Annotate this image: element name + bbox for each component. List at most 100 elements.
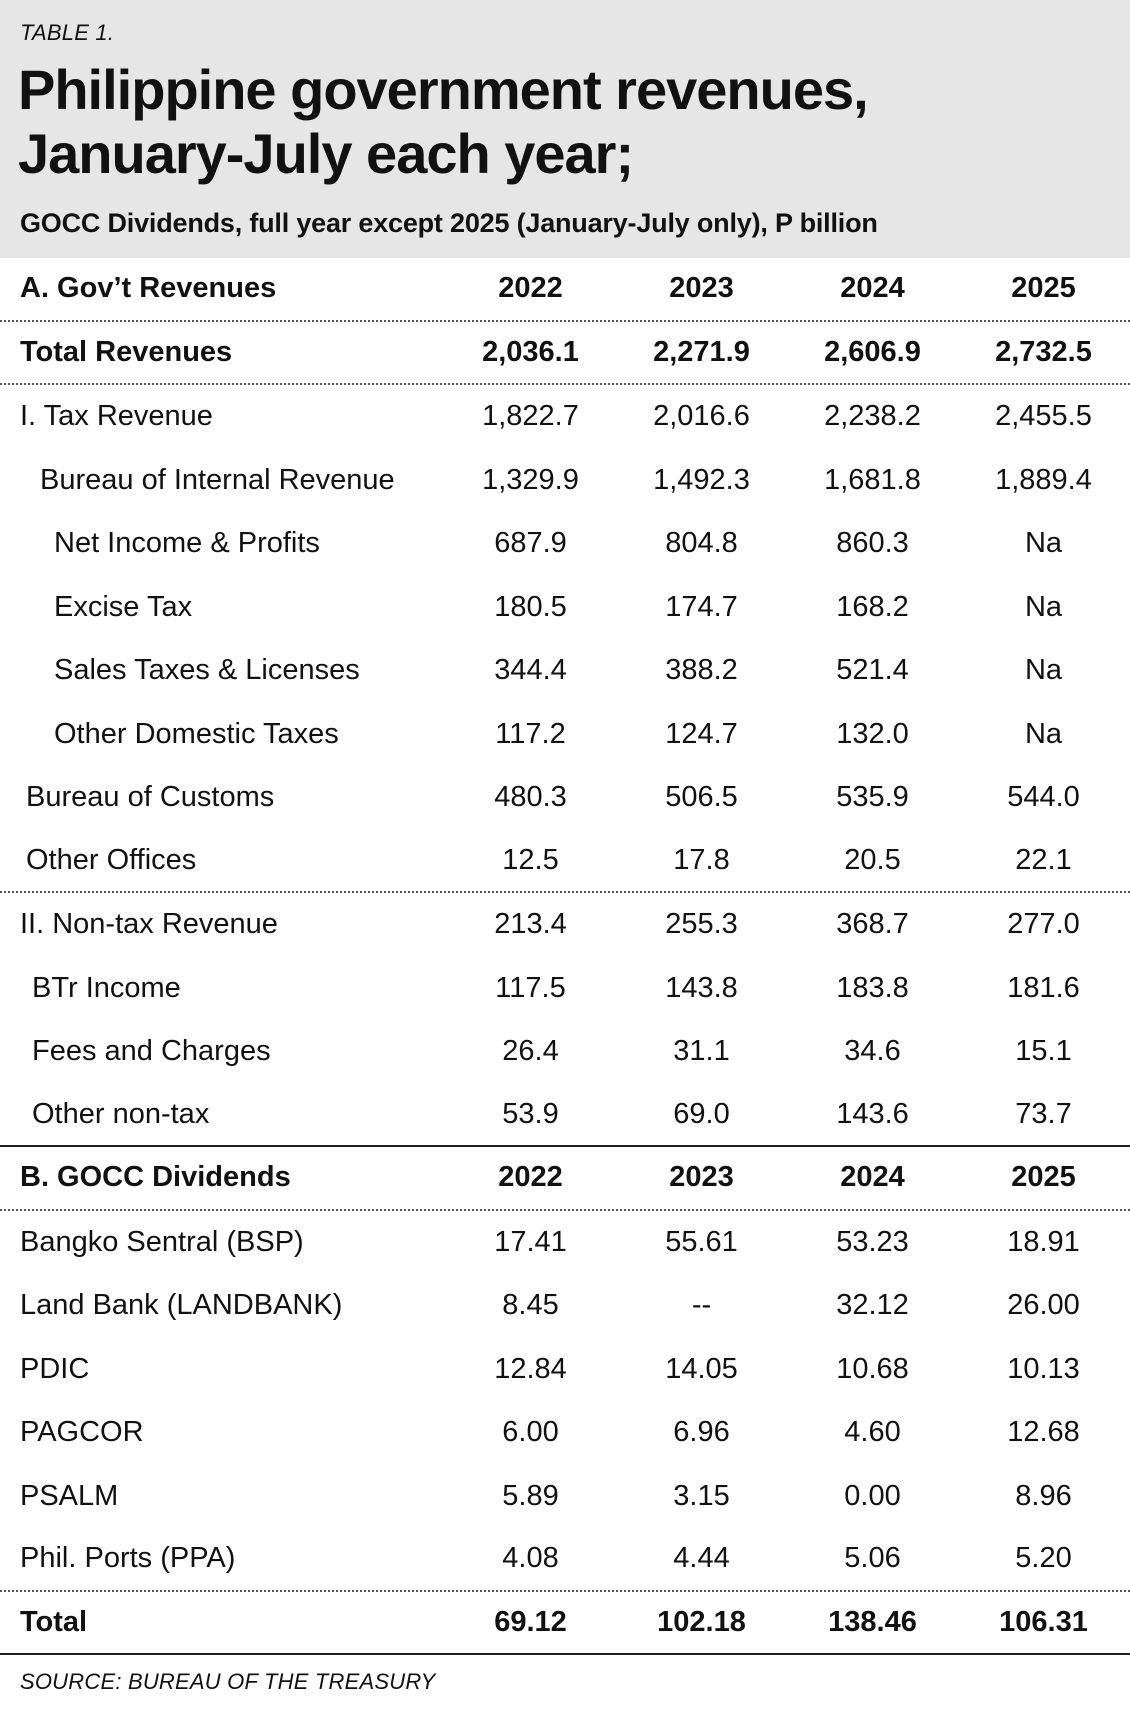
cell-value: 2,455.5 xyxy=(995,400,1092,433)
cell-value: 1,492.3 xyxy=(653,463,750,496)
section-b-label: B. GOCC Dividends xyxy=(20,1161,291,1194)
year-header: 2025 xyxy=(1011,1161,1076,1194)
cell-value: 2,271.9 xyxy=(653,335,750,368)
cell-value: 138.46 xyxy=(828,1605,917,1638)
section-a-label: A. Gov’t Revenues xyxy=(20,272,277,305)
cell-value: 17.8 xyxy=(673,843,730,876)
cell-value: 174.7 xyxy=(665,590,738,623)
cell-value: 687.9 xyxy=(494,527,567,560)
row-label: Other Domestic Taxes xyxy=(54,717,339,750)
cell-value: 31.1 xyxy=(673,1035,730,1068)
cell-value: 277.0 xyxy=(1007,908,1080,941)
table-label: TABLE 1. xyxy=(20,20,115,45)
cell-value: 10.13 xyxy=(1007,1352,1080,1385)
cell-value: 4.08 xyxy=(502,1542,559,1575)
cell-value: 181.6 xyxy=(1007,971,1080,1004)
cell-value: 180.5 xyxy=(494,590,567,623)
cell-value: 73.7 xyxy=(1015,1097,1072,1130)
cell-value: 183.8 xyxy=(836,971,909,1004)
row-label: Bureau of Customs xyxy=(26,781,275,814)
cell-value: 480.3 xyxy=(494,781,567,814)
cell-value: 8.45 xyxy=(502,1289,559,1322)
cell-value: 12.68 xyxy=(1007,1416,1080,1449)
table-row-psalm: PSALM 5.89 3.15 0.00 8.96 xyxy=(0,1465,1130,1529)
year-header: 2023 xyxy=(669,1161,734,1194)
table-row-btr-income: BTr Income 117.5 143.8 183.8 181.6 xyxy=(0,957,1130,1021)
cell-value: 143.8 xyxy=(665,971,738,1004)
year-header: 2023 xyxy=(669,272,734,305)
cell-value: 2,732.5 xyxy=(995,335,1092,368)
cell-value: 14.05 xyxy=(665,1352,738,1385)
cell-value: 6.00 xyxy=(502,1416,559,1449)
table-row-pagcor: PAGCOR 6.00 6.96 4.60 12.68 xyxy=(0,1401,1130,1465)
row-label: BTr Income xyxy=(32,971,181,1004)
cell-value: 1,889.4 xyxy=(995,463,1092,496)
row-label: Bureau of Internal Revenue xyxy=(40,463,395,496)
cell-value: 506.5 xyxy=(665,781,738,814)
cell-value: 6.96 xyxy=(673,1416,730,1449)
cell-value: 0.00 xyxy=(844,1479,901,1512)
row-label: I. Tax Revenue xyxy=(20,400,213,433)
cell-value: 1,822.7 xyxy=(482,400,579,433)
table-row-net-income: Net Income & Profits 687.9 804.8 860.3 N… xyxy=(0,512,1130,576)
cell-value: 106.31 xyxy=(999,1605,1088,1638)
cell-value: 69.0 xyxy=(673,1097,730,1130)
table-header: TABLE 1. Philippine government revenues,… xyxy=(0,0,1130,258)
cell-value: Na xyxy=(1024,527,1063,560)
cell-value: 53.9 xyxy=(502,1097,559,1130)
year-header: 2022 xyxy=(498,1161,563,1194)
cell-value: 69.12 xyxy=(494,1605,567,1638)
table-row-other-offices: Other Offices 12.5 17.8 20.5 22.1 xyxy=(0,830,1130,893)
cell-value: 55.61 xyxy=(665,1225,738,1258)
cell-value: 26.00 xyxy=(1007,1289,1080,1322)
row-label: Other non-tax xyxy=(32,1097,210,1130)
table-row-dividends-total: Total 69.12 102.18 138.46 106.31 xyxy=(0,1592,1130,1655)
year-header: 2024 xyxy=(840,1161,905,1194)
title-line-2: January-July each year; xyxy=(18,122,634,185)
cell-value: 117.5 xyxy=(495,971,566,1004)
source-note: SOURCE: BUREAU OF THE TREASURY xyxy=(20,1669,436,1694)
cell-value: 12.84 xyxy=(494,1352,567,1385)
cell-value: 521.4 xyxy=(836,654,909,687)
cell-value: 4.44 xyxy=(673,1542,730,1575)
cell-value: 2,238.2 xyxy=(824,400,921,433)
year-header: 2024 xyxy=(840,272,905,305)
cell-value: 124.7 xyxy=(665,717,738,750)
year-header: 2022 xyxy=(498,272,563,305)
cell-value: 1,681.8 xyxy=(824,463,921,496)
row-label: Excise Tax xyxy=(54,590,193,623)
cell-value: 22.1 xyxy=(1015,843,1072,876)
row-label: PDIC xyxy=(20,1352,90,1385)
table-row-tax-revenue: I. Tax Revenue 1,822.7 2,016.6 2,238.2 2… xyxy=(0,385,1130,449)
table-subtitle: GOCC Dividends, full year except 2025 (J… xyxy=(20,208,878,238)
row-label: Total xyxy=(20,1605,88,1638)
cell-value: Na xyxy=(1024,717,1063,750)
table-row-pdic: PDIC 12.84 14.05 10.68 10.13 xyxy=(0,1338,1130,1402)
cell-value: 3.15 xyxy=(673,1479,730,1512)
row-label: PSALM xyxy=(20,1479,119,1512)
cell-value: 53.23 xyxy=(836,1225,909,1258)
cell-value: 368.7 xyxy=(836,908,909,941)
cell-value: Na xyxy=(1024,654,1063,687)
table-row-landbank: Land Bank (LANDBANK) 8.45 -- 32.12 26.00 xyxy=(0,1274,1130,1338)
cell-value: 32.12 xyxy=(836,1289,909,1322)
table-row-fees-charges: Fees and Charges 26.4 31.1 34.6 15.1 xyxy=(0,1020,1130,1084)
cell-value: 10.68 xyxy=(836,1352,909,1385)
table-row-sales-taxes: Sales Taxes & Licenses 344.4 388.2 521.4… xyxy=(0,639,1130,703)
cell-value: 26.4 xyxy=(502,1035,559,1068)
row-label: PAGCOR xyxy=(20,1416,144,1449)
cell-value: 2,606.9 xyxy=(824,335,921,368)
cell-value: 388.2 xyxy=(665,654,738,687)
table-title: Philippine government revenues, January-… xyxy=(18,58,1118,186)
cell-value: Na xyxy=(1024,590,1063,623)
cell-value: 132.0 xyxy=(836,717,909,750)
table-row-bsp: Bangko Sentral (BSP) 17.41 55.61 53.23 1… xyxy=(0,1211,1130,1275)
cell-value: 5.20 xyxy=(1015,1542,1072,1575)
cell-value: 1,329.9 xyxy=(482,463,579,496)
cell-value: 804.8 xyxy=(665,527,738,560)
title-line-1: Philippine government revenues, xyxy=(18,58,869,121)
row-label: Phil. Ports (PPA) xyxy=(20,1542,236,1575)
row-label: Total Revenues xyxy=(20,335,233,368)
table-row-other-domestic-taxes: Other Domestic Taxes 117.2 124.7 132.0 N… xyxy=(0,703,1130,767)
